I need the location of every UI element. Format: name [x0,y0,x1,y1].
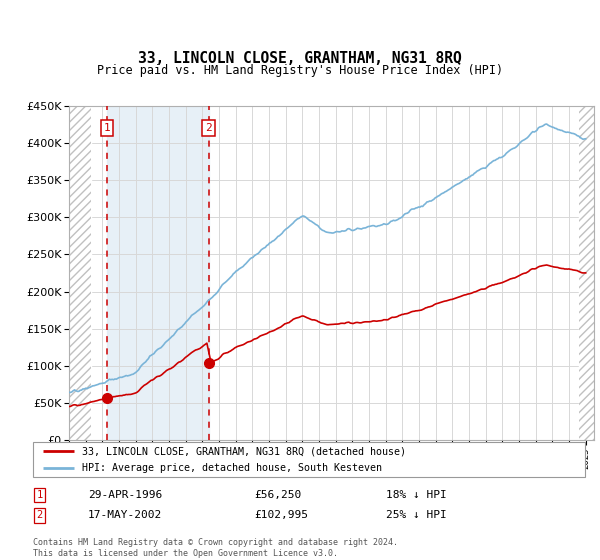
Text: 25% ↓ HPI: 25% ↓ HPI [386,511,447,520]
Text: 1: 1 [37,491,43,501]
Bar [69,106,91,440]
Text: 17-MAY-2002: 17-MAY-2002 [88,511,163,520]
Text: 29-APR-1996: 29-APR-1996 [88,491,163,501]
Text: 18% ↓ HPI: 18% ↓ HPI [386,491,447,501]
FancyBboxPatch shape [33,442,585,477]
Bar [579,106,594,440]
Bar [69,106,91,440]
Text: Contains HM Land Registry data © Crown copyright and database right 2024.
This d: Contains HM Land Registry data © Crown c… [33,538,398,558]
Text: Price paid vs. HM Land Registry's House Price Index (HPI): Price paid vs. HM Land Registry's House … [97,64,503,77]
Text: 33, LINCOLN CLOSE, GRANTHAM, NG31 8RQ (detached house): 33, LINCOLN CLOSE, GRANTHAM, NG31 8RQ (d… [82,446,406,456]
Text: HPI: Average price, detached house, South Kesteven: HPI: Average price, detached house, Sout… [82,463,382,473]
Text: 33, LINCOLN CLOSE, GRANTHAM, NG31 8RQ: 33, LINCOLN CLOSE, GRANTHAM, NG31 8RQ [138,50,462,66]
Text: £56,250: £56,250 [254,491,301,501]
Bar [107,106,209,440]
Bar [579,106,594,440]
Text: 1: 1 [104,123,111,133]
Text: 2: 2 [205,123,212,133]
Text: 2: 2 [37,511,43,520]
Text: £102,995: £102,995 [254,511,308,520]
